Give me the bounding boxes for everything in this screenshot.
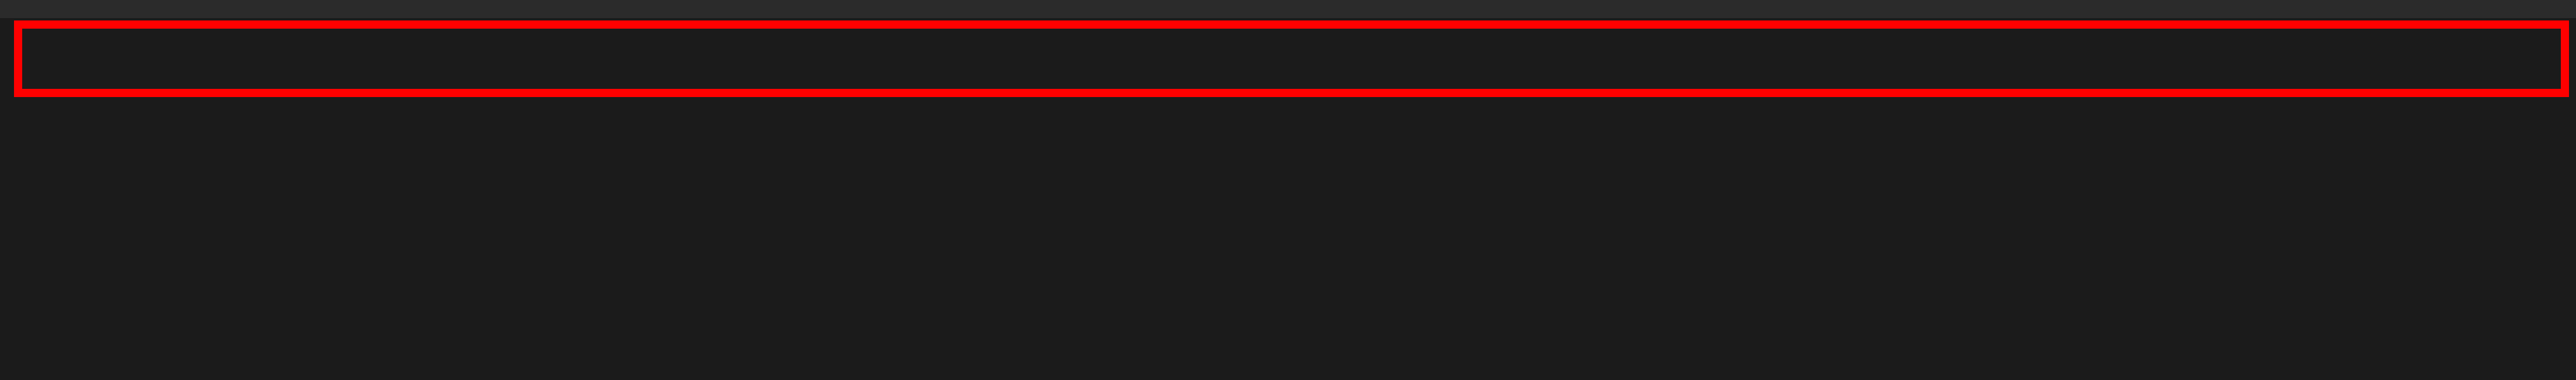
- header-row-highlight-box: [14, 20, 2569, 97]
- column-header-bar: [0, 0, 2576, 18]
